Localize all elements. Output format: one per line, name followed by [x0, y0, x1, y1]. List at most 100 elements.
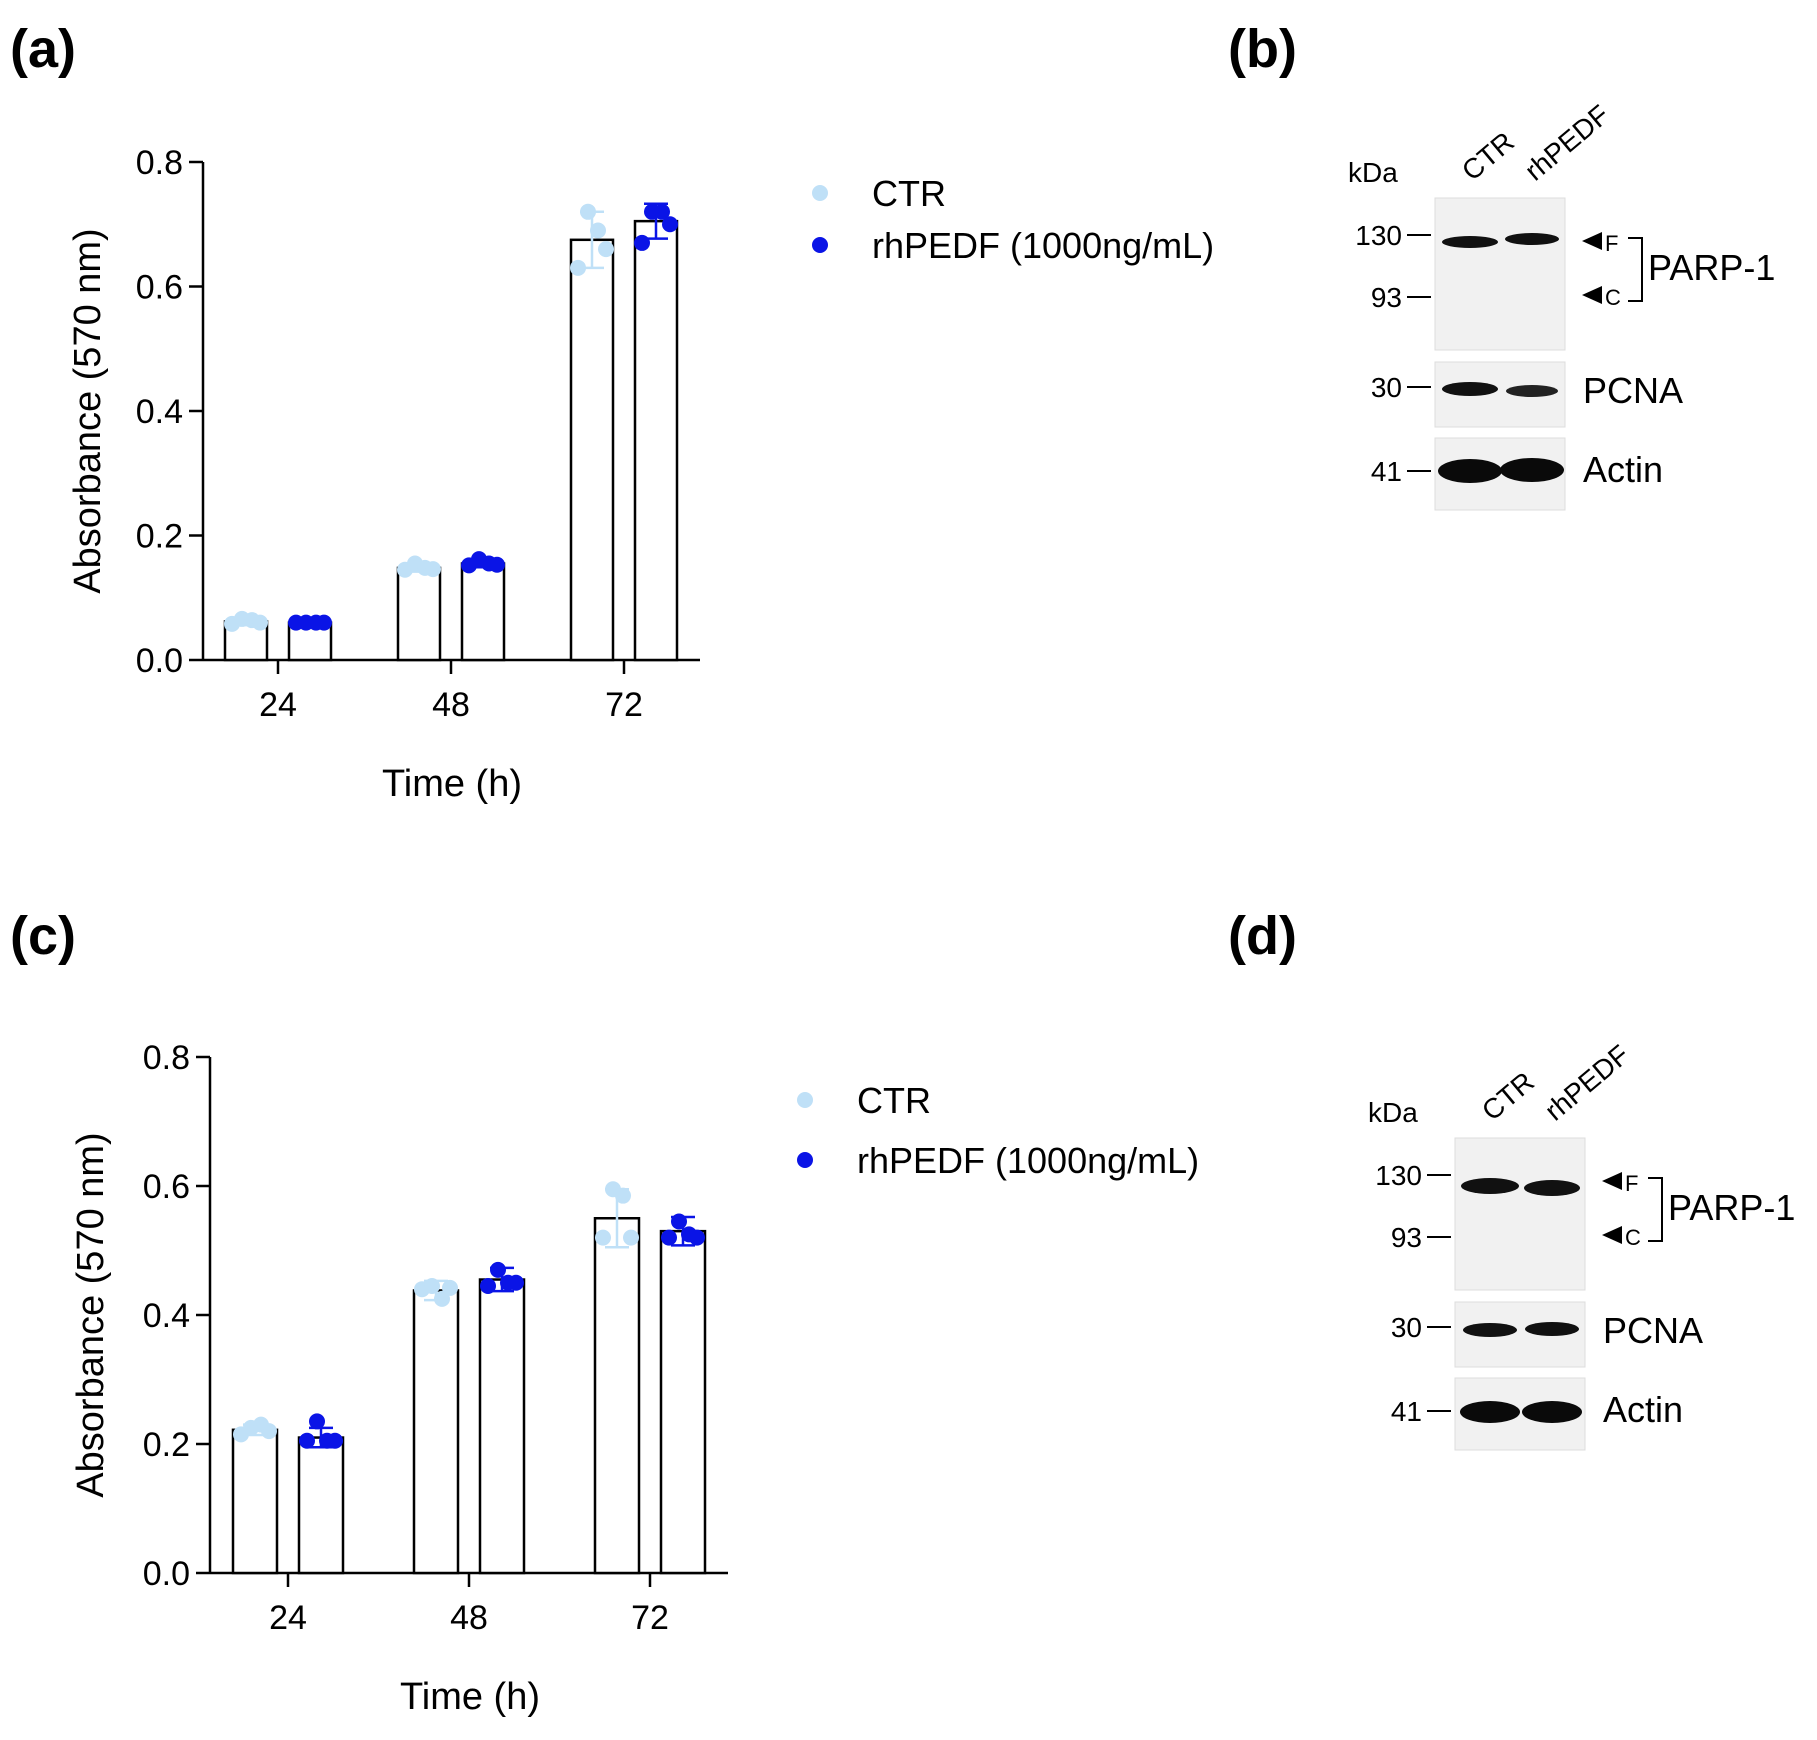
legend-marker-rhpedf	[812, 237, 828, 253]
y-tick-label: 0.0	[136, 642, 183, 680]
arrow-cleaved	[1602, 1226, 1622, 1244]
blot-membrane-parp1	[1454, 1137, 1586, 1291]
data-point	[261, 1423, 277, 1440]
y-tick-label: 0.4	[136, 393, 183, 431]
data-point	[615, 1187, 631, 1204]
arrow-label-f: F	[1605, 231, 1618, 256]
x-tick-label: 48	[450, 1599, 488, 1637]
data-point	[299, 1432, 315, 1449]
parp1-label: PARP-1	[1668, 1187, 1795, 1228]
x-tick-label: 72	[605, 686, 643, 724]
y-tick-label: 0.2	[143, 1426, 190, 1464]
legend-label-rhpedf: rhPEDF (1000ng/mL)	[857, 1140, 1200, 1181]
marker-130: 130	[1375, 1160, 1422, 1191]
protein-label-actin: Actin	[1603, 1389, 1683, 1430]
bar	[460, 562, 506, 662]
arrow-label-c: C	[1625, 1225, 1641, 1250]
x-tick-label: 24	[269, 1599, 307, 1637]
marker-30: 30	[1371, 372, 1402, 403]
x-axis-label: Time (h)	[382, 763, 522, 805]
panel-label-b: (b)	[1228, 19, 1297, 79]
band-pcna-ctr	[1463, 1323, 1517, 1337]
arrow-cleaved	[1582, 286, 1602, 304]
data-point	[490, 1261, 506, 1278]
marker-93: 93	[1371, 282, 1402, 313]
marker-30: 30	[1391, 1312, 1422, 1343]
band-actin-rhpedf	[1500, 458, 1564, 482]
y-tick-label: 0.6	[143, 1168, 190, 1206]
kda-label: kDa	[1368, 1097, 1418, 1128]
bar	[633, 219, 679, 662]
panel-label-d: (d)	[1228, 906, 1297, 966]
legend-marker-ctr	[797, 1092, 813, 1108]
marker-41: 41	[1391, 1396, 1422, 1427]
lane-label-rhpedf: rhPEDF	[1539, 1039, 1635, 1127]
lane-label-ctr: CTR	[1456, 126, 1520, 187]
data-point	[424, 1277, 440, 1294]
y-axis-label: Absorbance (570 nm)	[67, 228, 109, 593]
band-pcna-rhpedf	[1525, 1322, 1579, 1336]
bar	[569, 238, 615, 662]
band-pcna-ctr	[1442, 382, 1498, 396]
data-point	[623, 1229, 639, 1246]
bar	[412, 1289, 460, 1575]
y-tick-label: 0.8	[136, 144, 183, 182]
western-blot-d: kDa CTR rhPEDF 130 93 F C PARP-1 30 PCNA…	[1368, 1039, 1795, 1451]
legend-label-ctr: CTR	[857, 1080, 931, 1121]
marker-41: 41	[1371, 456, 1402, 487]
protein-label-pcna: PCNA	[1603, 1310, 1703, 1351]
arrow-label-f: F	[1625, 1171, 1638, 1196]
band-parp1-ctr	[1442, 236, 1498, 248]
band-parp1-ctr	[1461, 1178, 1519, 1194]
data-point	[425, 561, 441, 578]
y-tick-label: 0.8	[143, 1039, 190, 1077]
data-point	[570, 259, 586, 276]
bar	[659, 1229, 707, 1575]
parp1-label: PARP-1	[1648, 247, 1775, 288]
data-point	[590, 222, 606, 239]
x-tick-label: 72	[631, 1599, 669, 1637]
data-point	[654, 203, 670, 220]
parp1-bracket	[1628, 237, 1643, 302]
band-actin-ctr	[1438, 459, 1502, 483]
kda-label: kDa	[1348, 157, 1398, 188]
chart-c: 0.0 0.2 0.4 0.6 0.8 24 48 72 Time (h) Absorbance …	[70, 1039, 728, 1718]
arrow-full-length	[1602, 1172, 1622, 1190]
band-actin-ctr	[1460, 1401, 1520, 1423]
data-point	[434, 1290, 450, 1307]
legend-marker-ctr	[812, 185, 828, 201]
x-tick-label: 48	[432, 686, 470, 724]
data-point	[316, 614, 332, 631]
data-point	[671, 1213, 687, 1230]
legend-label-ctr: CTR	[872, 173, 946, 214]
arrow-label-c: C	[1605, 285, 1621, 310]
bar	[231, 1428, 279, 1575]
x-tick-label: 24	[259, 686, 297, 724]
panel-label-c: (c)	[10, 906, 76, 966]
data-point	[662, 216, 678, 233]
lane-label-rhpedf: rhPEDF	[1519, 99, 1615, 187]
y-tick-label: 0.2	[136, 518, 183, 556]
marker-130: 130	[1355, 220, 1402, 251]
blot-membrane-parp1	[1434, 197, 1566, 351]
protein-label-pcna: PCNA	[1583, 370, 1683, 411]
data-point	[598, 241, 614, 258]
data-point	[595, 1229, 611, 1246]
band-pcna-rhpedf	[1506, 385, 1558, 397]
panel-label-a: (a)	[10, 19, 76, 79]
bar	[396, 566, 442, 662]
band-parp1-rhpedf	[1524, 1180, 1580, 1196]
data-point	[327, 1432, 343, 1449]
data-point	[480, 1277, 496, 1294]
y-axis-label: Absorbance (570 nm)	[70, 1132, 112, 1497]
western-blot-b: kDa CTR rhPEDF 130 93 F C PARP-1 30 PCNA…	[1348, 99, 1775, 511]
y-tick-label: 0.6	[136, 269, 183, 307]
legend-marker-rhpedf	[797, 1152, 813, 1168]
data-point	[508, 1274, 524, 1291]
bar	[297, 1436, 345, 1575]
arrow-full-length	[1582, 232, 1602, 250]
y-tick-label: 0.4	[143, 1297, 190, 1335]
lane-label-ctr: CTR	[1476, 1066, 1540, 1127]
marker-93: 93	[1391, 1222, 1422, 1253]
data-point	[634, 234, 650, 251]
